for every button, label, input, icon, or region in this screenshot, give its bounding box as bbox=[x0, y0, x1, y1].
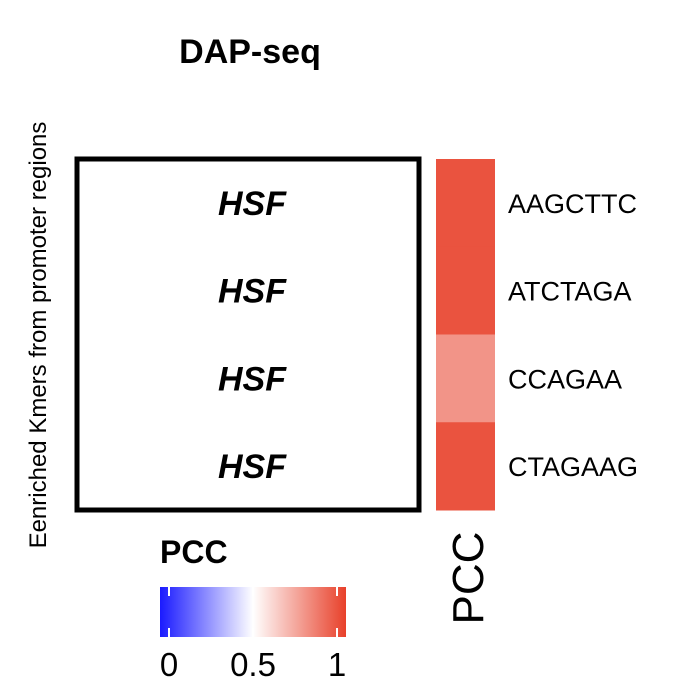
pcc-strip-label: PCC bbox=[444, 532, 493, 625]
pcc-cell bbox=[436, 334, 495, 423]
heatmap-frame bbox=[74, 156, 422, 513]
pcc-cell bbox=[436, 422, 495, 511]
kmer-labels: AAGCTTC ATCTAGA CCAGAA CTAGAAG bbox=[508, 189, 638, 482]
y-axis-label: Eenriched Kmers from promoter regions bbox=[25, 122, 52, 549]
legend-tick-label: 0.5 bbox=[230, 646, 276, 683]
cell-label: HSF bbox=[218, 448, 287, 486]
kmer-label: CTAGAAG bbox=[508, 452, 638, 482]
kmer-label: CCAGAA bbox=[508, 364, 622, 394]
pcc-cell bbox=[436, 246, 495, 335]
cell-label: HSF bbox=[218, 185, 287, 223]
kmer-label: AAGCTTC bbox=[508, 189, 637, 219]
legend-tick-label: 1 bbox=[328, 646, 346, 683]
pcc-cell bbox=[436, 159, 495, 248]
pcc-strip bbox=[436, 159, 495, 511]
cell-label: HSF bbox=[218, 273, 287, 311]
legend-tick-label: 0 bbox=[160, 646, 178, 683]
cell-label: HSF bbox=[218, 360, 287, 398]
legend-title: PCC bbox=[160, 534, 228, 570]
kmer-label: ATCTAGA bbox=[508, 277, 632, 307]
cell-labels: HSF HSF HSF HSF bbox=[218, 185, 287, 486]
legend-ticks: 0 0.5 1 bbox=[160, 587, 346, 683]
chart-title: DAP-seq bbox=[179, 33, 321, 71]
